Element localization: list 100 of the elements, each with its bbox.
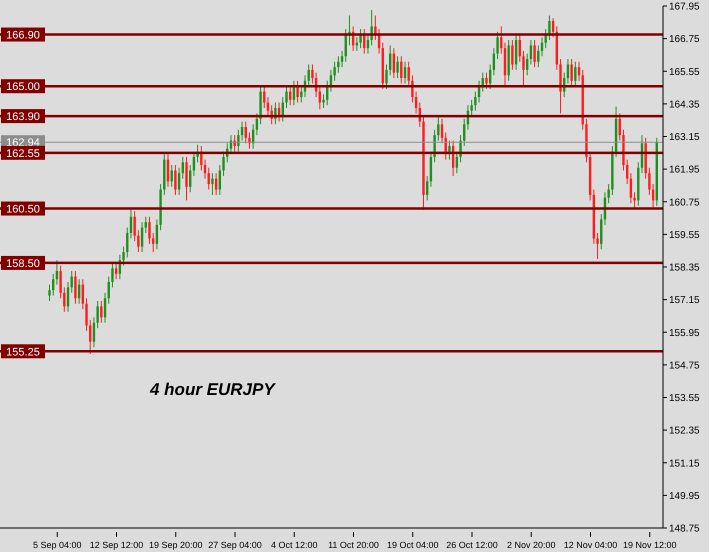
candlestick	[144, 216, 147, 234]
candlestick	[392, 48, 396, 79]
candlestick	[330, 69, 332, 92]
candlestick	[570, 58, 573, 87]
candlestick	[414, 91, 418, 114]
y-tick-label: 166.75	[669, 34, 700, 46]
candlestick	[282, 96, 284, 122]
candlestick	[452, 140, 454, 176]
candlestick	[337, 56, 340, 74]
candlestick	[140, 222, 144, 253]
candlestick	[388, 44, 392, 76]
annotation: 4 hour EURJPY	[150, 380, 275, 400]
candlestick	[263, 86, 266, 108]
y-tick-label: 148.75	[669, 524, 700, 535]
candlestick	[378, 28, 380, 54]
candlestick	[574, 61, 577, 87]
candlestick	[488, 64, 492, 90]
candlestick	[318, 86, 322, 110]
candlestick	[618, 112, 621, 142]
candlestick	[530, 39, 532, 65]
candlestick	[156, 218, 158, 250]
ref-line-label: 155.25	[6, 346, 40, 358]
candlestick	[492, 48, 496, 76]
candlestick	[100, 300, 103, 324]
candlestick	[237, 129, 240, 152]
y-tick-label: 164.35	[669, 99, 700, 110]
candlestick	[256, 112, 258, 136]
candlestick	[400, 56, 402, 84]
ref-line-label: 158.50	[6, 258, 40, 270]
candlestick	[407, 61, 410, 87]
ref-line-label: 165.00	[6, 81, 40, 94]
candlestick	[211, 172, 214, 196]
candlestick	[182, 156, 184, 180]
x-tick-label: 12 Nov 04:00	[564, 540, 618, 550]
candlestick	[252, 124, 254, 150]
candlestick	[174, 164, 177, 196]
candlestick	[648, 167, 651, 196]
candlestick	[344, 28, 347, 62]
y-tick-label: 165.55	[669, 66, 700, 78]
y-tick-label: 151.15	[669, 458, 700, 470]
x-tick-label: 12 Sep 12:00	[90, 540, 144, 550]
candlestick	[208, 167, 210, 190]
x-tick-label: 19 Sep 20:00	[148, 540, 203, 550]
candlestick	[240, 121, 244, 142]
candlestick	[533, 39, 536, 68]
candlestick	[496, 31, 499, 60]
ref-line-label: 166.90	[6, 30, 40, 42]
y-tick-label: 163.15	[669, 132, 700, 144]
candlestick	[311, 64, 314, 84]
candlestick	[70, 270, 73, 294]
candlestick	[626, 159, 628, 185]
candlestick	[526, 53, 528, 76]
candlestick	[152, 232, 154, 253]
candlestick	[566, 58, 570, 84]
y-tick-label: 158.35	[669, 262, 700, 274]
candlestick	[133, 210, 136, 242]
candlestick	[633, 192, 636, 210]
candlestick	[374, 15, 377, 40]
candlestick	[114, 262, 118, 280]
candlestick	[500, 26, 502, 54]
candlestick	[552, 18, 554, 38]
candlestick	[363, 28, 366, 54]
y-tick-label: 159.55	[669, 230, 700, 241]
candlestick	[333, 61, 336, 82]
candlestick	[82, 278, 84, 310]
candlestick	[108, 276, 110, 304]
candlestick	[126, 227, 128, 258]
x-tick-label: 27 Sep 04:00	[208, 540, 262, 550]
candlestick	[470, 99, 473, 117]
candlestick	[630, 172, 632, 204]
y-tick-label: 160.75	[669, 197, 700, 208]
candlestick	[189, 164, 192, 193]
ref-line-label: 162.94	[6, 137, 40, 150]
candlestick	[474, 91, 477, 112]
x-tick-label: 26 Oct 12:00	[446, 540, 498, 550]
candlestick	[278, 102, 280, 122]
ref-line-label: 160.50	[6, 204, 40, 216]
y-tick-label: 167.95	[669, 2, 700, 13]
candlestick	[518, 34, 521, 62]
candlestick	[482, 72, 484, 92]
candlestick	[59, 265, 62, 299]
candlestick	[296, 80, 299, 104]
x-tick-label: 19 Nov 12:00	[622, 540, 677, 550]
x-tick-label: 11 Oct 20:00	[328, 540, 379, 550]
candlestick	[607, 184, 610, 204]
x-tick-label: 2 Nov 20:00	[506, 540, 556, 550]
candlestick	[326, 80, 328, 106]
candlestick	[137, 230, 140, 253]
candlestick	[122, 246, 125, 266]
y-tick-label: 154.75	[669, 360, 700, 372]
x-tick-label: 19 Oct 04:00	[386, 540, 439, 550]
candlestick	[426, 175, 428, 201]
candlestick	[548, 15, 551, 40]
candlestick	[478, 80, 480, 104]
candlestick	[652, 184, 654, 210]
candlestick	[292, 80, 296, 106]
candlestick	[218, 164, 222, 196]
candlestick	[178, 167, 180, 196]
candlestick	[52, 273, 54, 296]
candlestick	[63, 286, 66, 312]
